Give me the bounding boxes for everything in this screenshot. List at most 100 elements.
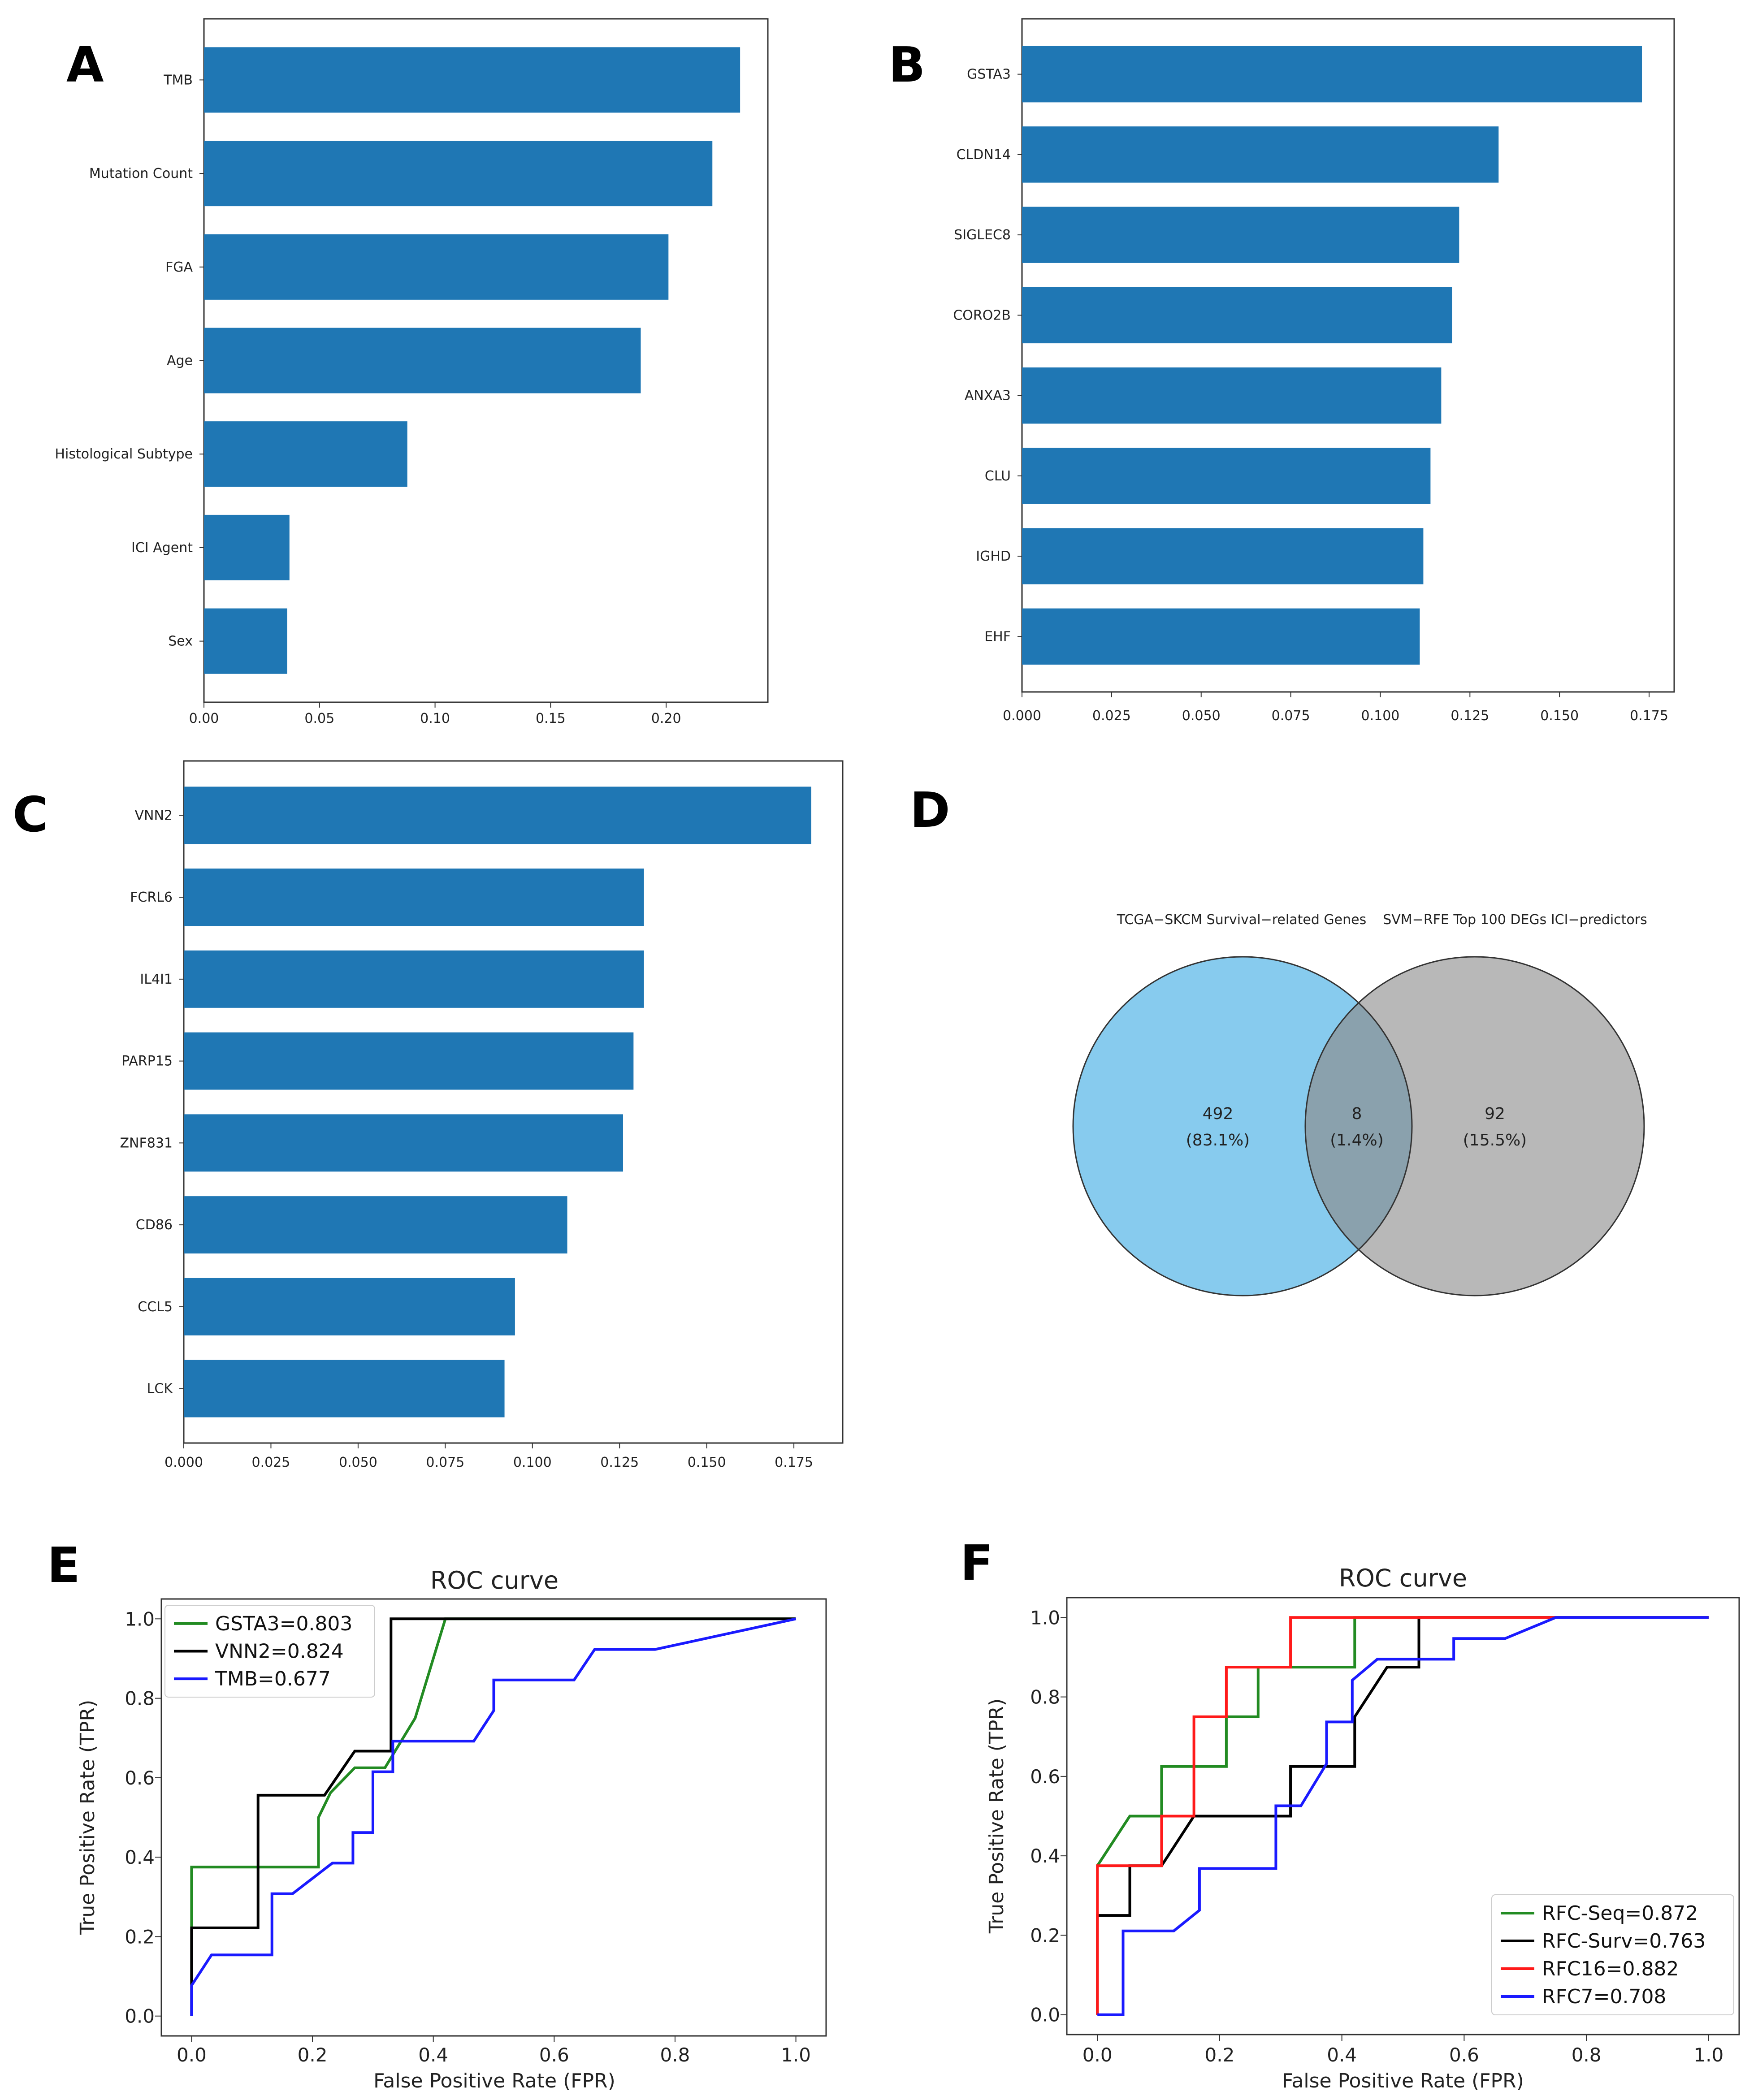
x-tick-label: 0.000: [1003, 708, 1041, 724]
x-tick-label: 0.4: [418, 2044, 448, 2066]
y-tick-label: 0.2: [1030, 1924, 1060, 1946]
x-tick-label: 0.05: [304, 711, 334, 726]
legend-entry: RFC7=0.708: [1542, 1985, 1666, 2008]
roc-line-tmb: [190, 1617, 797, 2016]
category-label: ICI Agent: [131, 540, 193, 556]
roc-chart-f: ROC curve False Positive Rate (FPR) True…: [985, 1564, 1740, 2092]
x-tick-label: 0.8: [1572, 2044, 1602, 2066]
bar-fcrl6: [184, 869, 644, 926]
y-axis-label: True Positive Rate (TPR): [985, 1698, 1008, 1934]
category-label: Mutation Count: [89, 166, 193, 181]
category-label: Age: [167, 353, 193, 369]
y-axis-label: True Positive Rate (TPR): [76, 1700, 99, 1935]
bar-sex: [204, 608, 287, 674]
x-tick-label: 0.025: [1092, 708, 1131, 724]
bar-gsta3: [1022, 46, 1642, 103]
bar-ighd: [1022, 528, 1424, 584]
x-tick-label: 0.0: [1083, 2044, 1113, 2066]
y-tick-label: 0.2: [125, 1926, 155, 1948]
bar-lck: [184, 1360, 505, 1417]
venn-outline-right: [1304, 956, 1645, 1296]
bar-siglec8: [1022, 207, 1459, 263]
legend-entry: TMB=0.677: [215, 1668, 331, 1690]
y-tick-label: 0.0: [125, 2005, 155, 2027]
venn-left-count: 492: [1203, 1105, 1234, 1123]
roc-chart-e: ROC curve False Positive Rate (FPR) True…: [76, 1566, 827, 2092]
panel-label-a: A: [66, 37, 104, 93]
roc-line-rfc-seq: [1096, 1616, 1709, 1867]
legend-box: [1491, 1894, 1734, 2015]
venn-right-count: 92: [1485, 1105, 1505, 1123]
bar-ccl5: [184, 1278, 515, 1335]
bar-tmb: [204, 47, 740, 113]
x-tick-label: 0.0: [177, 2044, 207, 2066]
category-label: CLU: [985, 468, 1011, 484]
venn-left-percent: (83.1%): [1186, 1131, 1250, 1149]
roc-line-rfc16: [1096, 1616, 1709, 2015]
bar-il4i1: [184, 950, 644, 1008]
y-tick-label: 0.8: [125, 1688, 155, 1710]
bar-mutation-count: [204, 141, 713, 207]
category-label: LCK: [147, 1381, 173, 1397]
x-axis-label: False Positive Rate (FPR): [1282, 2070, 1524, 2092]
category-label: GSTA3: [967, 67, 1011, 82]
venn-overlap-count: 8: [1352, 1105, 1362, 1123]
x-axis-label: False Positive Rate (FPR): [373, 2070, 615, 2092]
x-tick-label: 0.15: [536, 711, 566, 726]
bar-fga: [204, 234, 669, 300]
category-label: PARP15: [121, 1054, 173, 1069]
category-label: Sex: [168, 634, 193, 649]
x-tick-label: 0.150: [1540, 708, 1579, 724]
panel-label-f: F: [960, 1535, 993, 1591]
category-label: CORO2B: [953, 307, 1011, 323]
x-tick-label: 0.175: [775, 1455, 813, 1470]
x-tick-label: 0.8: [660, 2044, 690, 2066]
x-tick-label: 0.050: [339, 1455, 377, 1470]
plot-frame: [183, 760, 844, 1444]
bar-anxa3: [1022, 367, 1442, 424]
x-tick-label: 0.6: [1449, 2044, 1479, 2066]
feature-importance-chart-b: GSTA3 CLDN14 SIGLEC8 CORO2B ANXA3 CLU IGHD EHF 0…: [953, 18, 1675, 724]
x-tick-label: 0.6: [539, 2044, 569, 2066]
panel-label-b: B: [888, 37, 925, 93]
bar-age: [204, 328, 641, 393]
legend-entry: RFC-Seq=0.872: [1542, 1902, 1698, 1925]
y-tick-label: 0.4: [125, 1846, 155, 1868]
category-label: TMB: [163, 72, 193, 88]
x-tick-label: 0.075: [426, 1455, 464, 1470]
x-tick-label: 0.00: [189, 711, 219, 726]
x-tick-label: 0.175: [1630, 708, 1668, 724]
x-tick-label: 0.100: [513, 1455, 552, 1470]
category-label: EHF: [984, 629, 1011, 644]
bar-ici-agent: [204, 514, 290, 580]
legend-entry: GSTA3=0.803: [215, 1612, 352, 1635]
panel-label-d: D: [910, 782, 950, 838]
y-tick-label: 0.0: [1030, 2004, 1060, 2026]
bar-cd86: [184, 1196, 567, 1254]
venn-right-percent: (15.5%): [1463, 1131, 1527, 1149]
x-tick-label: 0.2: [1205, 2044, 1235, 2066]
y-tick-label: 0.6: [1030, 1766, 1060, 1788]
y-tick-label: 0.4: [1030, 1845, 1060, 1867]
plot-frame: [160, 1598, 827, 2037]
legend-entry: VNN2=0.824: [215, 1640, 344, 1663]
category-label: CLDN14: [957, 147, 1011, 163]
bar-vnn2: [184, 786, 811, 844]
venn-set-label-right: SVM−RFE Top 100 DEGs ICI−predictors: [1383, 912, 1647, 928]
x-tick-label: 1.0: [781, 2044, 811, 2066]
category-label: CCL5: [138, 1299, 173, 1315]
category-label: FCRL6: [130, 890, 173, 905]
x-tick-label: 0.20: [651, 711, 681, 726]
x-tick-label: 0.050: [1182, 708, 1221, 724]
category-label: Histological Subtype: [55, 446, 193, 462]
category-label: ZNF831: [120, 1135, 173, 1151]
venn-set-label-left: TCGA−SKCM Survival−related Genes: [1117, 912, 1366, 928]
bar-parp15: [184, 1032, 634, 1090]
x-tick-label: 0.125: [600, 1455, 639, 1470]
x-tick-label: 0.100: [1361, 708, 1400, 724]
bar-clu: [1022, 448, 1431, 504]
category-label: FGA: [165, 259, 193, 275]
category-label: ANXA3: [965, 388, 1011, 404]
panel-label-c: C: [13, 787, 48, 843]
